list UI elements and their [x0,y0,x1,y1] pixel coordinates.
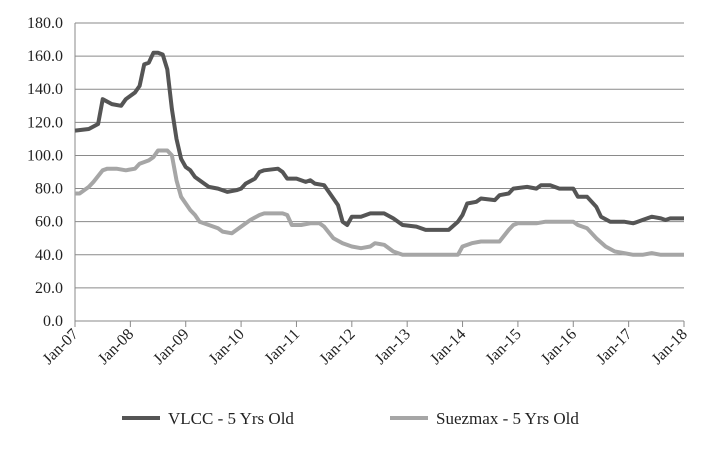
x-axis: Jan-07 Jan-08 Jan-09 Jan-10 Jan-11 Jan-12 Jan-… [40,23,691,368]
y-tick-label: 180.0 [27,15,63,32]
y-axis-ticks: 0.0 20.0 40.0 60.0 80.0 100.0 120.0 140.0 160.0 1… [27,15,63,330]
gridlines [75,22,684,289]
series-line-vlcc [74,50,684,232]
x-tick-label: Jan-09 [150,326,192,368]
y-tick-label: 0.0 [43,313,63,330]
y-tick-label: 160.0 [27,48,63,65]
y-tick-label: 20.0 [35,280,63,297]
y-tick-label: 40.0 [35,247,63,264]
y-tick-label: 60.0 [35,214,63,231]
x-tick-label: Jan-18 [649,326,691,368]
x-tick-label: Jan-08 [95,326,137,368]
y-tick-label: 120.0 [27,114,63,131]
series-lines [74,50,684,257]
x-tick-label: Jan-10 [206,326,248,368]
x-tick-label: Jan-07 [40,326,82,368]
legend-label: VLCC - 5 Yrs Old [168,409,294,428]
legend-label: Suezmax - 5 Yrs Old [436,409,579,428]
x-tick-label: Jan-15 [483,326,525,368]
x-tick-label: Jan-17 [593,326,635,368]
x-tick-label: Jan-16 [538,326,580,368]
x-tick-label: Jan-14 [427,326,469,368]
x-tick-label: Jan-11 [262,326,304,368]
y-tick-label: 100.0 [27,147,63,164]
x-tick-label: Jan-13 [372,326,414,368]
x-tick-label: Jan-12 [316,326,358,368]
series-line-suezmax [75,148,684,257]
y-tick-label: 140.0 [27,81,63,98]
legend: VLCC - 5 Yrs Old Suezmax - 5 Yrs Old [122,409,579,428]
y-tick-label: 80.0 [35,181,63,198]
